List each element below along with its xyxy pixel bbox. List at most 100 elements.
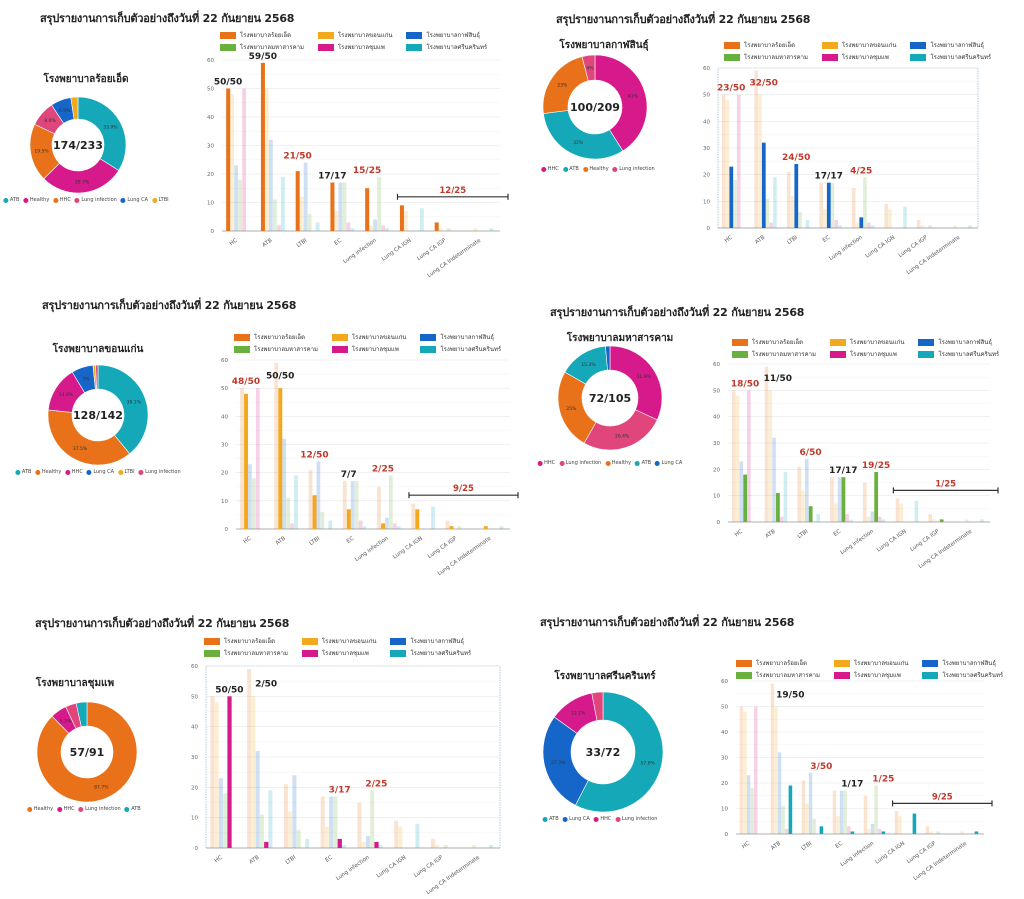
donut-legend-item[interactable]: HHC: [541, 166, 559, 172]
bar-legend-item-srinagarind[interactable]: โรงพยาบาลศรีนครินทร์: [390, 648, 471, 658]
donut-legend-item[interactable]: HHC: [65, 469, 83, 475]
donut-legend-item[interactable]: LTBI: [152, 197, 169, 203]
bar-legend-item-khonkaen[interactable]: โรงพยาบาลขอนแก่น: [317, 30, 392, 40]
legend-swatch-icon: [918, 350, 935, 358]
donut-slice-healthy: [557, 371, 597, 444]
donut-legend-item[interactable]: Lung infection: [559, 460, 601, 466]
bar-legend-item-mahasarakham[interactable]: โรงพยาบาลมหาสารคาม: [234, 344, 318, 354]
bar-legend-item-srinagarind[interactable]: โรงพยาบาลศรีนครินทร์: [918, 349, 999, 359]
bar-legend-item-kalasin[interactable]: โรงพยาบาลกาฬสินธุ์: [910, 40, 991, 50]
bar-mahasarakham-atb: [776, 493, 780, 522]
bar-legend-item-mahasarakham[interactable]: โรงพยาบาลมหาสารคาม: [732, 349, 816, 359]
bar-legend-item-kalasin[interactable]: โรงพยาบาลกาฬสินธุ์: [390, 636, 471, 646]
bar-legend-item-roiet[interactable]: โรงพยาบาลร้อยเอ็ด: [220, 30, 304, 40]
y-tick-label: 40: [703, 119, 710, 125]
donut-legend-item[interactable]: HHC: [593, 816, 612, 822]
donut-legend-item[interactable]: Healthy: [27, 806, 53, 812]
bar-legend-item-srinagarind[interactable]: โรงพยาบาลศรีนครินทร์: [910, 52, 991, 62]
bar-legend-item-kalasin[interactable]: โรงพยาบาลกาฬสินธุ์: [406, 30, 487, 40]
bar-legend-item-chumphae[interactable]: โรงพยาบาลชุมแพ: [821, 52, 896, 62]
bar-khonkaen-ec: [833, 503, 838, 522]
donut-legend-item[interactable]: HHC: [53, 197, 71, 203]
bar-legend-item-kalasin[interactable]: โรงพยาบาลกาฬสินธุ์: [918, 337, 999, 347]
donut-legend-item[interactable]: ATB: [3, 197, 19, 203]
donut-legend-item[interactable]: LTBI: [118, 469, 135, 475]
bar-legend-label: โรงพยาบาลศรีนครินทร์: [440, 346, 502, 353]
bar-legend-item-chumphae[interactable]: โรงพยาบาลชุมแพ: [829, 349, 904, 359]
bar-kalasin-ec: [837, 477, 842, 522]
bar-roiet-atb: [260, 62, 265, 231]
bar-mahasarakham-hc: [733, 180, 737, 228]
donut-legend-item[interactable]: Lung CA: [655, 460, 682, 466]
donut-legend-item[interactable]: Lung infection: [612, 166, 655, 172]
bar-legend-item-khonkaen[interactable]: โรงพยาบาลขอนแก่น: [301, 636, 376, 646]
donut-legend-item[interactable]: Healthy: [582, 166, 609, 172]
donut-legend-item[interactable]: Lung infection: [74, 197, 117, 203]
bar-legend-item-khonkaen[interactable]: โรงพยาบาลขอนแก่น: [821, 40, 896, 50]
bar-legend-item-mahasarakham[interactable]: โรงพยาบาลมหาสารคาม: [736, 670, 820, 680]
bar-legend-item-khonkaen[interactable]: โรงพยาบาลขอนแก่น: [833, 658, 908, 668]
bar-srinagarind-atb: [280, 176, 285, 231]
donut-legend-item[interactable]: Healthy: [35, 469, 61, 475]
donut-legend-item[interactable]: HHC: [537, 460, 555, 466]
bar-roiet-lung-ca-igp: [928, 514, 933, 522]
bar-srinagarind-lung-ca-indeterminate: [488, 844, 493, 848]
donut-legend-item[interactable]: Healthy: [605, 460, 631, 466]
bar-legend-item-chumphae[interactable]: โรงพยาบาลชุมแพ: [301, 648, 376, 658]
legend-swatch-icon: [301, 637, 318, 645]
bar-legend-item-mahasarakham[interactable]: โรงพยาบาลมหาสารคาม: [204, 648, 288, 658]
donut-legend-item[interactable]: HHC: [57, 806, 75, 812]
donut-legend-item[interactable]: ATB: [635, 460, 651, 466]
bar-legend-item-srinagarind[interactable]: โรงพยาบาลศรีนครินทร์: [420, 344, 501, 354]
bar-legend-item-chumphae[interactable]: โรงพยาบาลชุมแพ: [833, 670, 908, 680]
donut-legend-item[interactable]: Lung infection: [78, 806, 121, 812]
donut-legend-item[interactable]: Lung CA: [120, 197, 148, 203]
bar-legend-label: โรงพยาบาลชุมแพ: [337, 44, 385, 51]
donut-legend-item[interactable]: Lung infection: [615, 816, 657, 822]
bar-annotation: 12/50: [300, 450, 328, 460]
bar-legend-item-kalasin[interactable]: โรงพยาบาลกาฬสินธุ์: [420, 332, 501, 342]
bar-kalasin-hc: [746, 775, 751, 834]
bar-legend-item-khonkaen[interactable]: โรงพยาบาลขอนแก่น: [331, 332, 406, 342]
bar-legend-item-mahasarakham[interactable]: โรงพยาบาลมหาสารคาม: [220, 42, 304, 52]
legend-dot-icon: [138, 469, 144, 475]
x-tick-label: EC: [334, 238, 344, 247]
donut-legend-label: LTBI: [124, 469, 135, 475]
bar-annotation: 50/50: [215, 685, 243, 695]
bar-legend-item-chumphae[interactable]: โรงพยาบาลชุมแพ: [317, 42, 392, 52]
bar-legend-label: โรงพยาบาลร้อยเอ็ด: [744, 42, 795, 49]
donut-legend-item[interactable]: Lung infection: [138, 469, 181, 475]
bar-legend-item-srinagarind[interactable]: โรงพยาบาลศรีนครินทร์: [922, 670, 1003, 680]
bar-legend-item-khonkaen[interactable]: โรงพยาบาลขอนแก่น: [829, 337, 904, 347]
bar-legend-label: โรงพยาบาลร้อยเอ็ด: [224, 638, 275, 645]
bar-chumphae-hc: [242, 88, 247, 231]
donut-legend-item[interactable]: ATB: [124, 806, 141, 812]
donut-legend-item[interactable]: ATB: [542, 816, 559, 822]
x-tick-label: Lung CA IGP: [909, 528, 941, 553]
bar-legend-item-roiet[interactable]: โรงพยาบาลร้อยเอ็ด: [204, 636, 288, 646]
bar-legend-item-mahasarakham[interactable]: โรงพยาบาลมหาสารคาม: [724, 52, 808, 62]
bar-legend-item-roiet[interactable]: โรงพยาบาลร้อยเอ็ด: [234, 332, 318, 342]
legend-dot-icon: [542, 816, 548, 822]
legend-dot-icon: [78, 806, 84, 812]
donut-legend-label: HHC: [600, 816, 612, 822]
bar-legend-item-chumphae[interactable]: โรงพยาบาลชุมแพ: [331, 344, 406, 354]
donut-legend-item[interactable]: Lung CA: [562, 816, 590, 822]
bar-legend-item-roiet[interactable]: โรงพยาบาลร้อยเอ็ด: [732, 337, 816, 347]
bar-kalasin-ltbi: [808, 772, 813, 834]
bar-khonkaen-lung-ca-igp: [449, 526, 454, 529]
donut-legend-item[interactable]: ATB: [562, 166, 579, 172]
bar-roiet-hc: [731, 390, 736, 522]
bar-annotation: 1/17: [841, 780, 863, 790]
donut-legend-item[interactable]: Healthy: [23, 197, 49, 203]
bar-roiet-lung-ca-igp: [916, 220, 921, 228]
bar-legend-item-kalasin[interactable]: โรงพยาบาลกาฬสินธุ์: [922, 658, 1003, 668]
donut-legend-item[interactable]: Lung CA: [86, 469, 114, 475]
lung-ca-bracket: [408, 492, 519, 499]
donut-legend-item[interactable]: ATB: [15, 469, 31, 475]
bar-legend-label: โรงพยาบาลร้อยเอ็ด: [756, 660, 807, 667]
bar-legend-item-srinagarind[interactable]: โรงพยาบาลศรีนครินทร์: [406, 42, 487, 52]
bar-legend-item-roiet[interactable]: โรงพยาบาลร้อยเอ็ด: [736, 658, 820, 668]
bar-legend-item-roiet[interactable]: โรงพยาบาลร้อยเอ็ด: [724, 40, 808, 50]
